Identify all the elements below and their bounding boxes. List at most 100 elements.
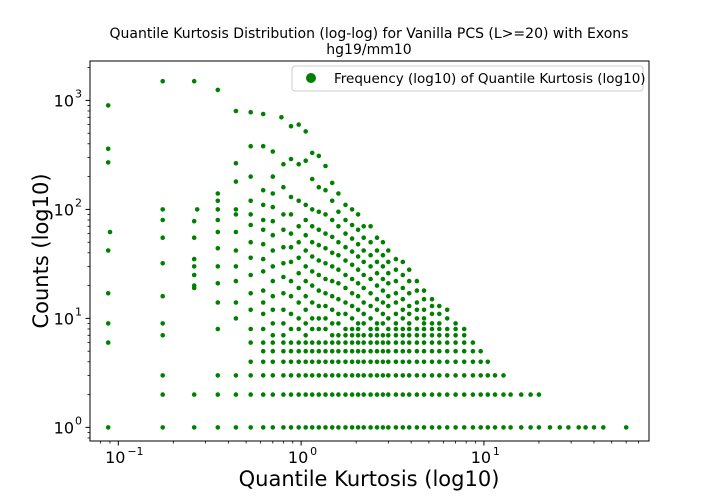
data-point [429,392,435,397]
data-point [260,217,266,223]
data-point [361,425,367,430]
data-point [303,373,309,378]
data-point [374,307,380,313]
data-point [478,392,484,397]
data-point [421,296,427,302]
data-point [470,340,476,345]
data-point [309,340,315,345]
data-point [444,340,450,345]
data-point [393,373,399,378]
data-point [437,340,442,345]
data-point [336,209,341,215]
data-point [316,272,322,278]
data-point [316,348,322,354]
data-point [453,392,458,397]
data-point [444,425,450,430]
data-point [343,272,348,278]
y-axis-label: Counts (log10) [29,173,53,328]
data-point [215,392,221,397]
data-point [380,392,386,397]
x-tick-exponent: −1 [127,445,143,458]
data-point [233,278,239,284]
data-point [374,348,380,354]
data-point [316,326,322,332]
data-point [288,194,294,200]
data-point [233,316,239,321]
data-point [444,373,450,378]
data-point [329,348,335,354]
data-point [470,348,476,354]
data-point [393,326,399,332]
data-point [270,218,276,224]
data-point [270,359,276,365]
data-point [601,425,606,430]
data-point [191,235,197,240]
data-point [260,111,266,117]
data-point [281,212,286,217]
data-point [583,425,588,430]
data-point [343,340,348,345]
data-point [368,239,373,245]
data-point [160,321,165,326]
data-point [429,373,435,378]
x-tick-exponent: 0 [310,445,317,458]
data-point [461,425,467,430]
data-point [329,180,335,186]
data-point [437,303,442,309]
data-point [316,209,322,215]
data-point [105,160,111,165]
data-point [421,340,427,345]
data-point [303,202,309,208]
data-point [470,373,476,378]
data-point [248,222,253,228]
data-point [233,248,239,253]
data-point [296,255,302,261]
data-point [270,278,276,284]
data-point [296,348,302,354]
data-point [323,316,328,321]
data-point [316,227,322,233]
data-point [323,425,328,430]
data-point [361,300,367,305]
data-point [393,311,399,317]
data-point [288,278,294,284]
chart-title: Quantile Kurtosis Distribution (log-log)… [110,26,629,42]
data-point [421,373,427,378]
data-point [380,425,386,430]
data-point [309,348,315,354]
data-point [105,146,111,152]
data-point [355,359,361,365]
data-point [107,229,113,235]
data-point [281,333,286,338]
data-point [343,348,348,354]
data-point [421,307,427,313]
data-point [248,239,253,245]
data-point [296,122,302,127]
data-point [191,256,197,262]
data-point [323,359,328,365]
data-point [233,264,239,269]
data-point [248,212,253,217]
data-point [374,270,380,276]
data-point [429,340,435,345]
data-point [270,191,276,196]
data-point [400,316,406,321]
data-point [288,425,294,430]
data-point [329,293,335,299]
data-point [393,359,399,365]
data-point [368,392,373,397]
data-point [361,224,367,229]
data-point [478,373,484,378]
data-point [414,333,420,338]
data-point [437,425,442,430]
data-point [105,340,111,345]
data-point [248,174,253,179]
data-point [492,425,498,430]
data-point [444,348,450,354]
data-point [316,288,322,293]
data-point [470,392,476,397]
data-point [485,392,491,397]
data-point [296,285,302,291]
data-point [316,316,322,321]
data-point [374,392,380,397]
